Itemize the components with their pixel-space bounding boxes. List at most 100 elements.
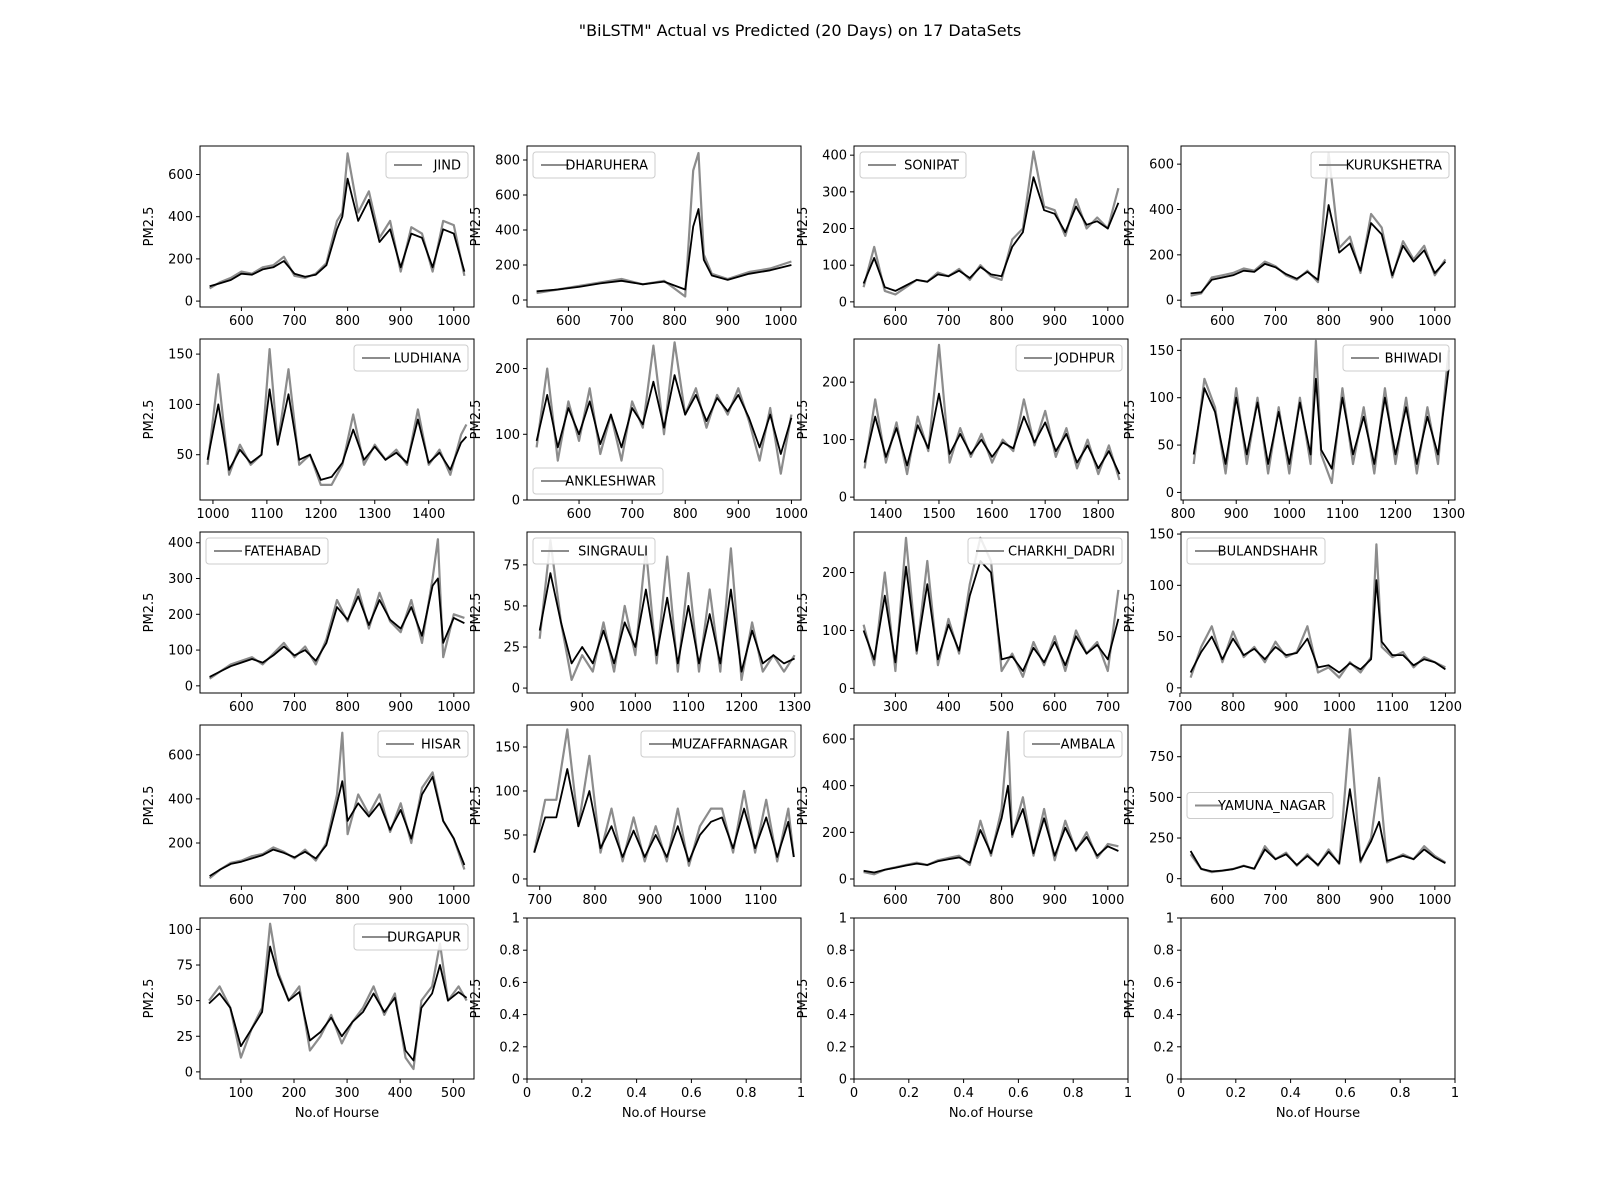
- x-tick-label: 1400: [412, 507, 445, 522]
- axes-frame: [526, 917, 802, 1080]
- x-tick-label: 600: [556, 314, 581, 329]
- subplot: 100 200 300 400 500 0 25 50 75 100 PM2.5 No.of Hour…: [142, 917, 475, 1121]
- x-tick-label: 800: [989, 314, 1014, 329]
- y-tick-label: 0: [512, 872, 520, 887]
- predicted-series-line: [535, 374, 793, 455]
- x-tick-label: 1300: [358, 507, 391, 522]
- x-tick-label: 1300: [778, 700, 811, 715]
- x-tick-label: 400: [388, 1086, 413, 1101]
- x-tick-label: 1100: [250, 507, 283, 522]
- y-tick-label: 0: [839, 295, 847, 310]
- legend-box: [640, 730, 796, 758]
- subplot: 700 800 900 1000 1100 1200 0 50 100 150 PM2.5 BULAN…: [1123, 528, 1462, 715]
- y-tick-label: 200: [495, 362, 520, 377]
- y-tick-label: 600: [1149, 158, 1174, 173]
- x-tick-label: 1800: [1082, 507, 1115, 522]
- y-tick-label: 75: [176, 959, 193, 974]
- x-tick-label: 0.6: [1008, 1086, 1029, 1101]
- y-axis-label: PM2.5: [142, 786, 157, 826]
- subplot: 600 700 800 900 1000 0 200 400 600 PM2.5 AMBALA: [796, 724, 1129, 908]
- x-tick-label: 200: [282, 1086, 307, 1101]
- y-axis-label: PM2.5: [796, 593, 811, 633]
- x-tick-label: 900: [1042, 314, 1067, 329]
- y-tick-label: 50: [503, 599, 520, 614]
- subplot: 700 800 900 1000 1100 0 50 100 150 PM2.5 MUZAFFARN…: [469, 724, 802, 908]
- predicted-series-line: [538, 572, 795, 673]
- legend-label: MUZAFFARNAGAR: [672, 738, 788, 753]
- x-tick-label: 1000: [619, 700, 652, 715]
- predicted-series-line: [1189, 579, 1446, 674]
- y-tick-label: 0.2: [826, 1040, 847, 1055]
- y-axis-label: PM2.5: [1123, 400, 1138, 440]
- x-tick-label: 600: [229, 700, 254, 715]
- x-tick-label: 0.4: [1280, 1086, 1301, 1101]
- legend-label: AMBALA: [1061, 738, 1115, 753]
- y-tick-label: 0.4: [1153, 1008, 1174, 1023]
- axes-frame: [1180, 917, 1456, 1080]
- x-tick-label: 500: [441, 1086, 466, 1101]
- x-tick-label: 1: [797, 1086, 805, 1101]
- subplot: 600 700 800 900 1000 0 250 500 750 PM2.5 YAMUNA_NA…: [1123, 724, 1456, 908]
- x-tick-label: 800: [673, 507, 698, 522]
- y-tick-label: 300: [822, 185, 847, 200]
- subplot: 300 400 500 600 700 0 100 200 PM2.5 CHARKHI_DADRI: [796, 531, 1129, 715]
- y-tick-label: 0: [839, 873, 847, 888]
- x-tick-label: 800: [335, 893, 360, 908]
- x-tick-label: 1000: [689, 893, 722, 908]
- y-tick-label: 100: [1149, 579, 1174, 594]
- y-tick-label: 1: [1166, 912, 1174, 927]
- y-tick-label: 0: [185, 679, 193, 694]
- x-tick-label: 400: [936, 700, 961, 715]
- y-tick-label: 800: [495, 154, 520, 169]
- y-tick-label: 150: [1149, 528, 1174, 543]
- actual-series-line: [209, 152, 466, 290]
- x-tick-label: 600: [1042, 700, 1067, 715]
- x-tick-label: 1000: [775, 507, 808, 522]
- legend: JIND: [385, 151, 469, 179]
- y-tick-label: 0.6: [826, 976, 847, 991]
- y-tick-label: 400: [168, 536, 193, 551]
- x-tick-label: 600: [883, 314, 908, 329]
- subplot: 800 900 1000 1100 1200 1300 0 50 100 150 PM2.5 BHIW…: [1123, 338, 1465, 522]
- x-tick-label: 900: [388, 893, 413, 908]
- x-tick-label: 900: [638, 893, 663, 908]
- y-tick-label: 500: [1149, 791, 1174, 806]
- predicted-series-line: [208, 945, 468, 1062]
- y-axis-label: PM2.5: [469, 593, 484, 633]
- legend: BULANDSHAHR: [1186, 537, 1326, 565]
- y-tick-label: 100: [1149, 391, 1174, 406]
- legend: SONIPAT: [859, 151, 967, 179]
- x-tick-label: 1700: [1029, 507, 1062, 522]
- y-tick-label: 75: [503, 558, 520, 573]
- y-tick-label: 750: [1149, 750, 1174, 765]
- legend-label: BULANDSHAHR: [1218, 545, 1318, 560]
- legend-label: ANKLESHWAR: [565, 475, 656, 490]
- y-tick-label: 25: [503, 641, 520, 656]
- x-tick-label: 1000: [1418, 893, 1451, 908]
- y-tick-label: 25: [176, 1030, 193, 1045]
- actual-series-line: [863, 343, 1121, 481]
- y-tick-label: 0.4: [499, 1008, 520, 1023]
- y-tick-label: 50: [503, 828, 520, 843]
- legend-label: HISAR: [421, 738, 461, 753]
- y-axis-label: PM2.5: [469, 207, 484, 247]
- y-axis-label: PM2.5: [469, 400, 484, 440]
- y-axis-label: PM2.5: [1123, 207, 1138, 247]
- predicted-series-line: [863, 784, 1119, 874]
- legend-label: JODHPUR: [1054, 352, 1115, 367]
- x-tick-label: 700: [936, 893, 961, 908]
- subplot: 0 0.2 0.4 0.6 0.8 1 0 0.2 0.4 0.6 0.8 1 PM2.5 No.of H…: [469, 912, 805, 1122]
- y-axis-label: PM2.5: [796, 979, 811, 1019]
- legend-box: [385, 151, 469, 179]
- legend-label: LUDHIANA: [394, 352, 461, 367]
- legend-box: [1023, 730, 1123, 758]
- y-axis-label: PM2.5: [1123, 979, 1138, 1019]
- actual-series-line: [1189, 543, 1446, 679]
- y-tick-label: 200: [822, 376, 847, 391]
- y-tick-label: 400: [1149, 203, 1174, 218]
- subplot: 600 700 800 900 1000 0 100 200 300 400 PM2.5 FATEHA…: [142, 531, 475, 715]
- predicted-series-line: [209, 177, 466, 288]
- x-axis-label: No.of Hourse: [622, 1106, 706, 1121]
- legend-box: [353, 344, 469, 372]
- x-tick-label: 0.6: [681, 1086, 702, 1101]
